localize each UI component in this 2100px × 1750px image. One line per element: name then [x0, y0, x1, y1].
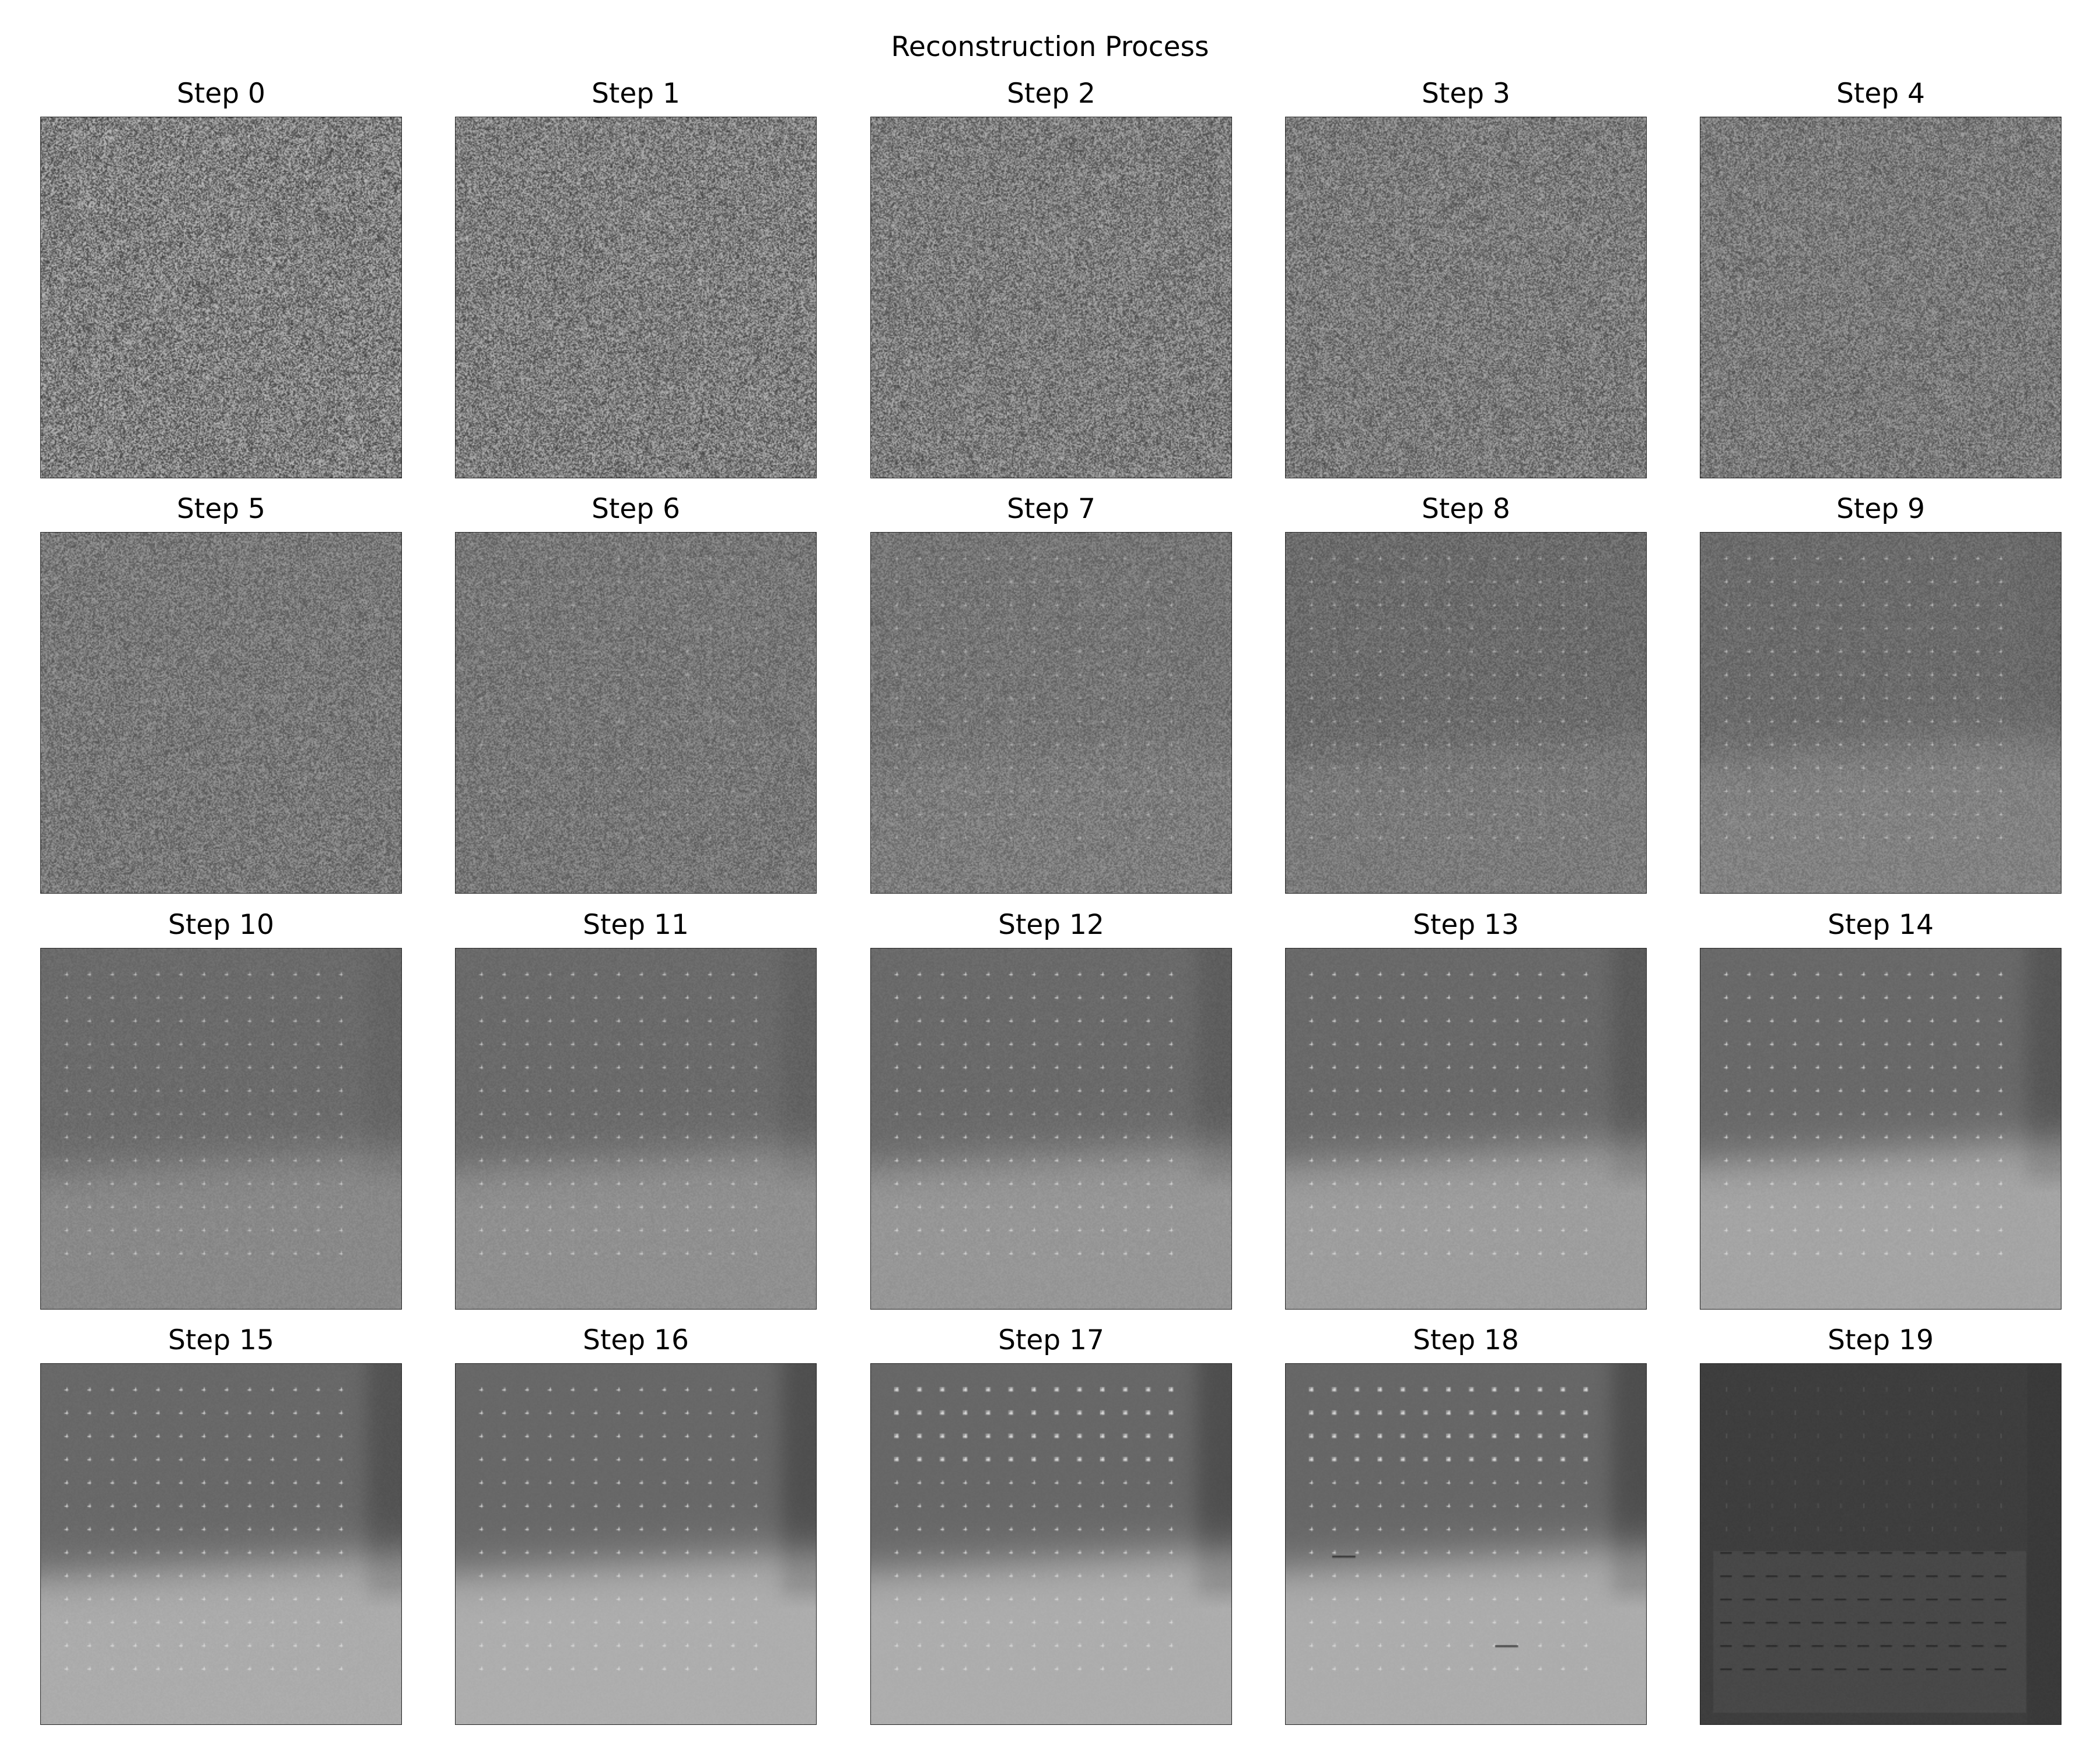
image-panel: Step 14: [1700, 909, 2062, 1310]
panel-title: Step 7: [1007, 493, 1096, 525]
panel-title: Step 9: [1836, 493, 1925, 525]
panel-title: Step 10: [168, 909, 274, 941]
reconstruction-image: [870, 532, 1232, 894]
image-panel: Step 12: [870, 909, 1232, 1310]
panel-title: Step 8: [1422, 493, 1510, 525]
image-panel: Step 7: [870, 493, 1232, 894]
image-panel: Step 17: [870, 1324, 1232, 1725]
image-panel: Step 9: [1700, 493, 2062, 894]
image-panel: Step 15: [40, 1324, 402, 1725]
image-panel: Step 11: [455, 909, 817, 1310]
image-panel: Step 19: [1700, 1324, 2062, 1725]
image-panel: Step 5: [40, 493, 402, 894]
reconstruction-image: [870, 117, 1232, 478]
panel-title: Step 19: [1828, 1324, 1934, 1356]
reconstruction-image: [40, 532, 402, 894]
panel-title: Step 18: [1413, 1324, 1519, 1356]
panel-title: Step 16: [583, 1324, 689, 1356]
image-panel: Step 4: [1700, 78, 2062, 478]
reconstruction-image: [40, 117, 402, 478]
image-panel: Step 16: [455, 1324, 817, 1725]
reconstruction-image: [1700, 948, 2062, 1310]
reconstruction-image: [1285, 117, 1647, 478]
figure-title: Reconstruction Process: [891, 31, 1209, 63]
image-panel: Step 13: [1285, 909, 1647, 1310]
image-panel: Step 1: [455, 78, 817, 478]
reconstruction-image: [455, 1363, 817, 1725]
panel-title: Step 11: [583, 909, 689, 941]
reconstruction-image: [40, 1363, 402, 1725]
reconstruction-image: [1700, 117, 2062, 478]
reconstruction-image: [40, 948, 402, 1310]
image-panel: Step 6: [455, 493, 817, 894]
reconstruction-image: [1700, 532, 2062, 894]
reconstruction-image: [455, 532, 817, 894]
panel-title: Step 14: [1828, 909, 1934, 941]
panel-title: Step 5: [177, 493, 265, 525]
panel-title: Step 0: [177, 78, 265, 110]
image-panel: Step 3: [1285, 78, 1647, 478]
panel-title: Step 4: [1836, 78, 1925, 110]
panel-title: Step 15: [168, 1324, 274, 1356]
image-panel: Step 0: [40, 78, 402, 478]
reconstruction-image: [870, 948, 1232, 1310]
reconstruction-image: [1285, 1363, 1647, 1725]
panel-title: Step 17: [998, 1324, 1104, 1356]
panel-title: Step 12: [998, 909, 1104, 941]
reconstruction-image: [455, 117, 817, 478]
reconstruction-image: [455, 948, 817, 1310]
image-panel: Step 2: [870, 78, 1232, 478]
reconstruction-image: [1285, 948, 1647, 1310]
image-panel: Step 10: [40, 909, 402, 1310]
reconstruction-image: [1700, 1363, 2062, 1725]
image-panel: Step 18: [1285, 1324, 1647, 1725]
panel-title: Step 13: [1413, 909, 1519, 941]
panel-title: Step 3: [1422, 78, 1510, 110]
panel-title: Step 1: [592, 78, 680, 110]
reconstruction-image: [870, 1363, 1232, 1725]
panel-title: Step 6: [592, 493, 680, 525]
image-panel: Step 8: [1285, 493, 1647, 894]
reconstruction-image: [1285, 532, 1647, 894]
panel-title: Step 2: [1007, 78, 1096, 110]
